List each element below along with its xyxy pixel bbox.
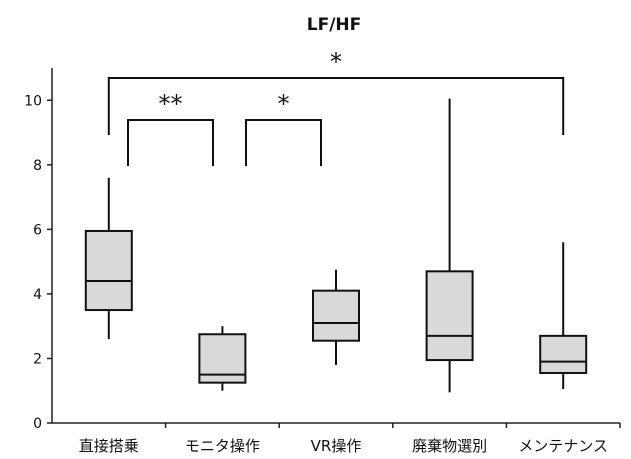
significance-brackets: *** *	[107, 48, 565, 166]
box-1	[84, 177, 133, 340]
iqr-box	[312, 289, 360, 342]
x-category-label: モニタ操作	[185, 437, 260, 455]
iqr-box	[84, 229, 133, 312]
significance-bracket	[127, 119, 214, 166]
significance-label: *	[278, 90, 290, 118]
y-tick-label: 6	[33, 222, 42, 238]
y-axis: 0 2 4 6 8 10	[24, 68, 53, 432]
significance-label: *	[330, 48, 342, 76]
x-category-label: 直接搭乗	[79, 437, 139, 455]
significance-bracket	[107, 77, 565, 135]
box-2	[198, 326, 247, 391]
x-category-label: メンテナンス	[518, 437, 608, 455]
chart-title: LF/HF	[307, 15, 362, 35]
y-tick-label: 10	[24, 93, 42, 109]
y-tick-label: 4	[33, 287, 42, 303]
y-tick-label: 0	[33, 416, 42, 432]
box-4	[425, 98, 474, 393]
significance-bracket	[245, 119, 322, 166]
x-category-label: 廃棄物選別	[412, 437, 487, 455]
y-tick-label: 8	[33, 158, 42, 174]
x-category-label: VR操作	[311, 437, 362, 455]
significance-label: **	[159, 90, 183, 118]
box-plot-series	[84, 98, 588, 393]
y-tick-label: 2	[33, 351, 42, 367]
x-axis: 直接搭乗 モニタ操作 VR操作 廃棄物選別 メンテナンス	[52, 422, 621, 455]
box-3	[312, 269, 360, 365]
iqr-box	[425, 270, 474, 362]
box-5	[539, 242, 588, 390]
iqr-box	[539, 334, 588, 374]
